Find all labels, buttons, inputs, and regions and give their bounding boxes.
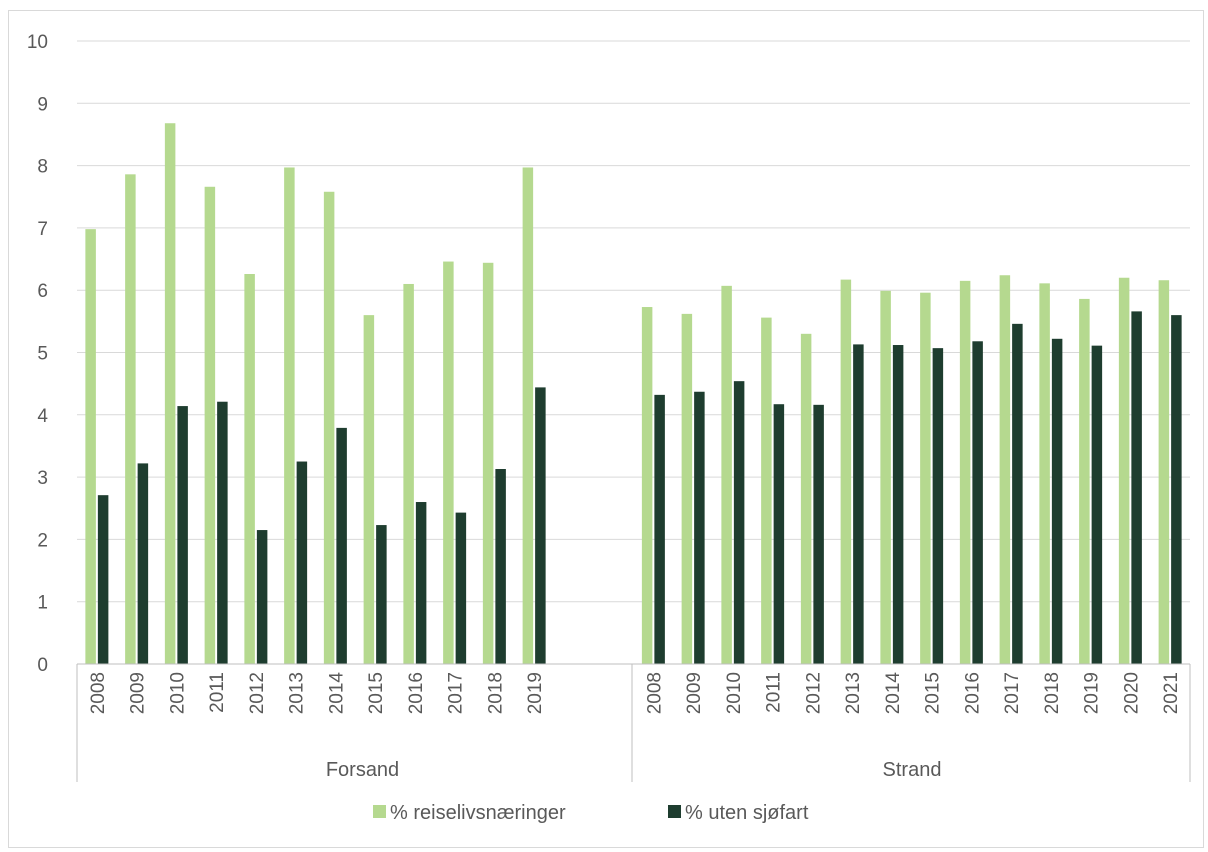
x-tick-label: 2017 — [1002, 672, 1023, 714]
x-tick-label: 2018 — [1042, 672, 1063, 714]
x-tick-label: 2015 — [366, 672, 387, 714]
bar-uten-sjofart — [376, 525, 387, 664]
bar-reiselivsnaeringer — [1118, 277, 1130, 664]
bar-reiselivsnaeringer — [880, 290, 891, 664]
bar-uten-sjofart — [177, 406, 188, 664]
x-tick-label: 2011 — [207, 672, 228, 713]
x-tick-label: 2018 — [485, 672, 506, 714]
legend-uten-sjofart-swatch — [668, 805, 681, 818]
y-tick-label: 9 — [37, 94, 48, 115]
x-tick-label: 2014 — [326, 672, 347, 715]
bar-uten-sjofart — [455, 512, 467, 664]
x-tick-label: 2016 — [962, 672, 983, 714]
bar-reiselivsnaeringer — [840, 279, 852, 664]
x-tick-label: 2010 — [724, 672, 745, 714]
bar-reiselivsnaeringer — [800, 333, 812, 664]
bar-uten-sjofart — [733, 381, 745, 664]
y-tick-label: 8 — [37, 157, 48, 178]
y-tick-label: 5 — [37, 344, 48, 365]
bar-reiselivsnaeringer — [761, 317, 772, 664]
bar-reiselivsnaeringer — [681, 313, 693, 664]
group-label: Forsand — [326, 759, 399, 781]
x-tick-label: 2015 — [923, 672, 944, 714]
x-tick-label: 2012 — [803, 672, 824, 714]
bar-reiselivsnaeringer — [85, 229, 96, 664]
y-tick-label: 2 — [37, 530, 48, 551]
bar-reiselivsnaeringer — [204, 186, 216, 665]
bar-uten-sjofart — [415, 502, 427, 664]
bar-uten-sjofart — [495, 469, 506, 664]
bar-reiselivsnaeringer — [1039, 283, 1050, 664]
bar-uten-sjofart — [932, 348, 944, 664]
x-tick-label: 2019 — [525, 672, 546, 714]
y-tick-label: 10 — [27, 32, 48, 53]
y-tick-label: 3 — [37, 468, 48, 489]
y-tick-label: 7 — [37, 219, 48, 240]
y-tick-label: 1 — [37, 593, 48, 614]
bar-reiselivsnaeringer — [403, 283, 414, 664]
bar-reiselivsnaeringer — [443, 261, 454, 664]
bar-reiselivsnaeringer — [1079, 298, 1090, 664]
bar-reiselivsnaeringer — [522, 167, 534, 664]
bar-uten-sjofart — [296, 461, 308, 664]
bar-uten-sjofart — [137, 463, 149, 664]
bar-uten-sjofart — [654, 394, 665, 664]
bar-reiselivsnaeringer — [920, 292, 931, 664]
legend-uten-sjofart-label: % uten sjøfart — [685, 802, 809, 824]
x-tick-label: 2008 — [644, 672, 665, 714]
x-tick-label: 2021 — [1161, 672, 1182, 714]
bar-uten-sjofart — [1012, 323, 1023, 664]
y-tick-label: 4 — [37, 406, 48, 427]
bar-uten-sjofart — [1091, 345, 1103, 664]
bar-uten-sjofart — [1051, 338, 1063, 664]
bar-reiselivsnaeringer — [721, 285, 732, 664]
bar-reiselivsnaeringer — [641, 307, 653, 664]
x-tick-label: 2012 — [247, 672, 268, 714]
bar-reiselivsnaeringer — [244, 274, 255, 664]
y-tick-label: 6 — [37, 281, 48, 302]
bar-uten-sjofart — [535, 387, 546, 664]
bar-reiselivsnaeringer — [164, 123, 176, 664]
bar-uten-sjofart — [853, 344, 864, 664]
legend-reiselivsnaeringer-label: % reiselivsnæringer — [390, 802, 566, 824]
x-tick-label: 2016 — [406, 672, 427, 714]
bar-uten-sjofart — [892, 345, 904, 664]
x-tick-label: 2019 — [1082, 672, 1103, 714]
bar-uten-sjofart — [1131, 311, 1142, 664]
x-tick-label: 2013 — [287, 672, 308, 714]
x-tick-label: 2017 — [446, 672, 467, 714]
x-tick-label: 2013 — [843, 672, 864, 714]
bar-reiselivsnaeringer — [323, 191, 335, 665]
bar-uten-sjofart — [1171, 315, 1182, 664]
bar-uten-sjofart — [217, 401, 228, 664]
bar-reiselivsnaeringer — [1158, 280, 1170, 664]
x-tick-label: 2010 — [167, 672, 188, 714]
x-tick-label: 2009 — [684, 672, 705, 714]
x-tick-label: 2009 — [128, 672, 149, 714]
x-tick-label: 2008 — [88, 672, 109, 714]
bar-uten-sjofart — [813, 404, 824, 664]
x-tick-label: 2011 — [764, 672, 785, 713]
x-tick-label: 2014 — [883, 672, 904, 715]
bar-reiselivsnaeringer — [363, 315, 375, 664]
bar-reiselivsnaeringer — [125, 174, 136, 664]
bar-uten-sjofart — [773, 404, 785, 664]
bar-uten-sjofart — [97, 495, 109, 664]
bar-uten-sjofart — [256, 530, 268, 664]
bar-uten-sjofart — [694, 391, 705, 664]
bar-reiselivsnaeringer — [482, 262, 494, 664]
group-label: Strand — [883, 759, 942, 781]
bar-uten-sjofart — [336, 427, 347, 664]
legend-reiselivsnaeringer-swatch — [373, 805, 386, 818]
bar-reiselivsnaeringer — [959, 280, 971, 664]
bar-reiselivsnaeringer — [999, 275, 1011, 664]
x-tick-label: 2020 — [1121, 672, 1142, 714]
y-tick-label: 0 — [37, 655, 48, 676]
bar-reiselivsnaeringer — [284, 167, 295, 664]
bar-uten-sjofart — [972, 341, 983, 664]
